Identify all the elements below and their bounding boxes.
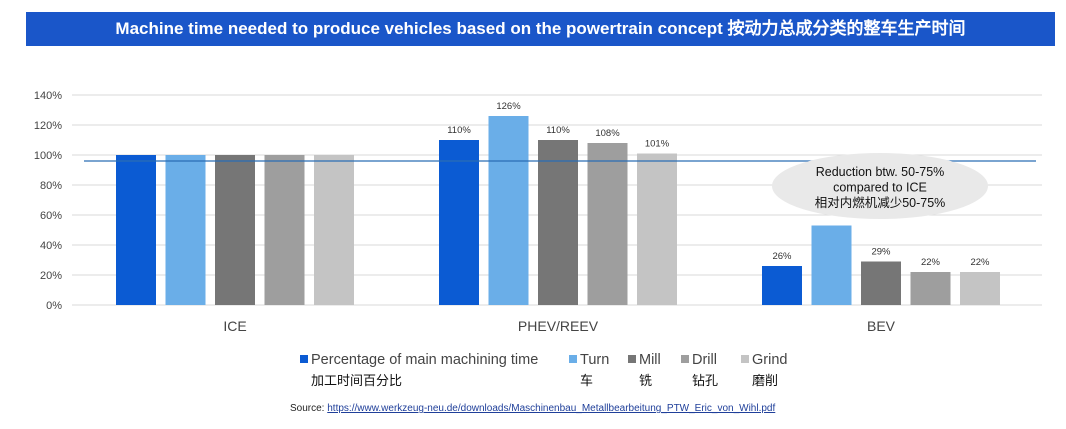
- y-tick-label: 0%: [46, 300, 62, 312]
- legend-swatch: [300, 355, 308, 363]
- legend-swatch: [741, 355, 749, 363]
- legend-swatch: [681, 355, 689, 363]
- bar: [637, 153, 677, 305]
- annotation-text: Reduction btw. 50-75%: [816, 165, 945, 179]
- data-label: 22%: [970, 257, 990, 268]
- bar: [960, 272, 1000, 305]
- annotation-bubble: [772, 153, 988, 219]
- legend-label-cn: 钻孔: [692, 373, 718, 388]
- bar: [538, 140, 578, 305]
- annotation-text: 相对内燃机减少50-75%: [815, 195, 946, 210]
- legend-label-cn: 铣: [639, 373, 652, 388]
- y-tick-label: 40%: [40, 240, 62, 252]
- y-tick-label: 120%: [34, 120, 62, 132]
- data-label: 110%: [546, 125, 570, 136]
- legend-label: Drill: [692, 352, 717, 368]
- bar: [116, 155, 156, 305]
- bar: [264, 155, 305, 305]
- legend-swatch: [569, 355, 577, 363]
- category-label: BEV: [867, 318, 896, 334]
- legend-label-cn: 磨削: [752, 373, 778, 388]
- legend-label: Grind: [752, 352, 787, 368]
- category-label: ICE: [223, 318, 246, 334]
- bar: [439, 140, 479, 305]
- legend-label: Turn: [580, 352, 609, 368]
- data-label: 101%: [645, 139, 670, 150]
- bar: [910, 272, 951, 305]
- legend-swatch: [628, 355, 636, 363]
- bar: [811, 225, 852, 305]
- legend-label-cn: 车: [580, 373, 593, 388]
- source-note: Source: https://www.werkzeug-neu.de/down…: [290, 403, 775, 414]
- bar: [488, 116, 529, 305]
- source-link[interactable]: https://www.werkzeug-neu.de/downloads/Ma…: [327, 403, 776, 414]
- y-tick-label: 60%: [40, 210, 62, 222]
- legend-label: Percentage of main machining time: [311, 352, 538, 368]
- data-label: 108%: [595, 128, 620, 139]
- legend-label-cn: 加工时间百分比: [311, 373, 402, 388]
- bar: [165, 155, 206, 305]
- chart-title: Machine time needed to produce vehicles …: [115, 19, 966, 38]
- data-label: 110%: [447, 125, 471, 136]
- data-label: 22%: [921, 257, 941, 268]
- bar: [215, 155, 255, 305]
- y-tick-label: 80%: [40, 180, 62, 192]
- bar: [314, 155, 354, 305]
- data-label: 26%: [772, 251, 792, 262]
- annotation-text: compared to ICE: [833, 181, 927, 195]
- y-tick-label: 20%: [40, 270, 62, 282]
- data-label: 126%: [496, 101, 521, 112]
- y-tick-label: 140%: [34, 90, 62, 102]
- bar: [587, 143, 628, 305]
- source-label: Source:: [290, 403, 325, 414]
- y-tick-label: 100%: [34, 150, 62, 162]
- bar: [762, 266, 802, 305]
- title-bar: Machine time needed to produce vehicles …: [26, 12, 1055, 46]
- data-label: 29%: [871, 247, 891, 258]
- category-label: PHEV/REEV: [518, 318, 599, 334]
- legend-label: Mill: [639, 352, 661, 368]
- bar: [861, 261, 901, 305]
